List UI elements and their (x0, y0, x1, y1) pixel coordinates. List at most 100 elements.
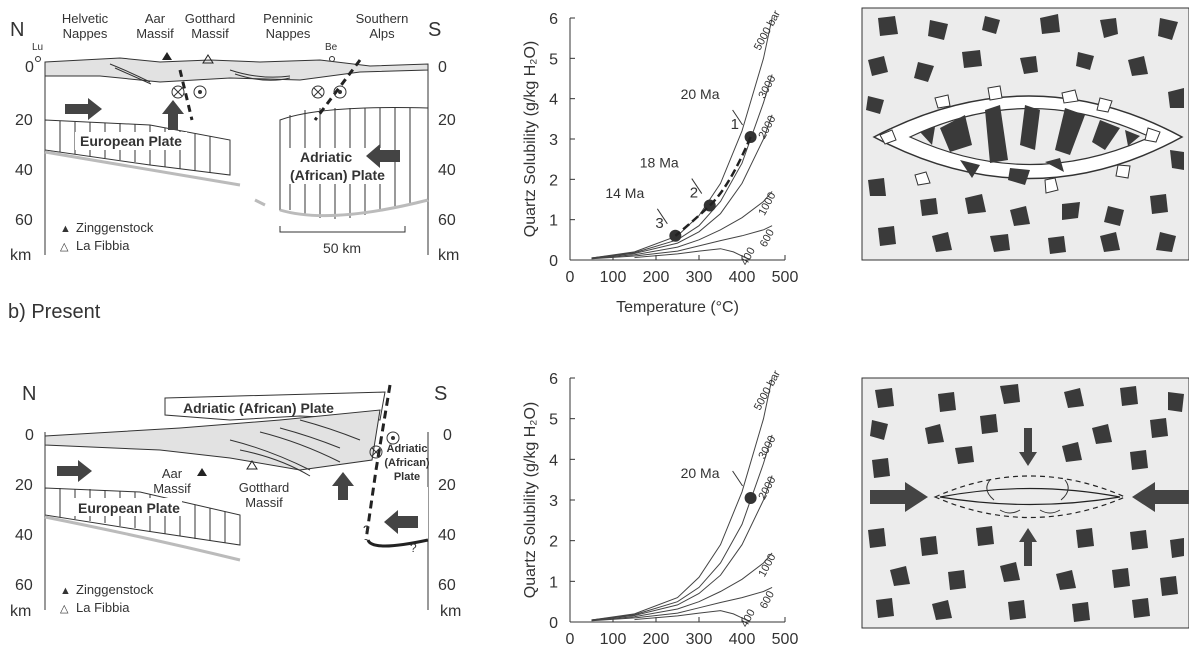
legend-label: La Fibbia (76, 600, 130, 615)
european-plate-label: European Plate (80, 133, 182, 149)
isobar-line (591, 17, 773, 259)
matrix-grains (866, 14, 1184, 254)
vein-box-a (861, 7, 1189, 261)
x-tick-label: 300 (686, 269, 713, 286)
y-tick-label: 5 (549, 51, 558, 68)
nappe-folds (109, 63, 291, 85)
depth-tick: km (440, 603, 461, 620)
matrix-grains (868, 384, 1184, 622)
adriatic-plate-label: (African) Plate (290, 167, 385, 183)
depth-tick: 60 (438, 212, 456, 229)
x-tick-label: 400 (729, 269, 756, 286)
legend-label: La Fibbia (76, 238, 130, 253)
unit-label: Southern (356, 11, 409, 26)
flow-arrows (986, 479, 1069, 514)
isobar-label: 400 (739, 607, 758, 629)
depth-tick: 0 (25, 59, 34, 76)
question-mark: ? (410, 541, 417, 555)
nappe-folds (229, 419, 361, 477)
fault-line (178, 69, 194, 121)
isobar-label: 2000 (756, 114, 778, 141)
arrow-compress-west (1132, 482, 1189, 512)
age-label: 18 Ma (640, 155, 679, 171)
y-tick-label: 6 (549, 11, 558, 28)
state-point-label: 2 (690, 185, 698, 202)
x-tick-label: 0 (566, 269, 575, 286)
moho-line (44, 515, 241, 562)
evolution-path (674, 136, 752, 237)
isobar-label: 3000 (756, 434, 778, 461)
x-axis-title: Temperature (°C) (616, 299, 739, 316)
legend-label: Zinggenstock (76, 582, 154, 597)
scale-bar (279, 226, 406, 233)
gotthard-label: Massif (245, 495, 283, 510)
isobar-label: 5000 bar (752, 8, 783, 52)
aar-label: Massif (153, 481, 191, 496)
age-leader (732, 109, 744, 126)
depth-tick: km (10, 247, 31, 264)
depth-tick: 20 (438, 477, 456, 494)
age-label: 20 Ma (681, 465, 720, 481)
unit-label: Massif (136, 26, 174, 41)
vein-closed (939, 487, 1121, 506)
isobar-label: 400 (739, 246, 758, 268)
x-tick-label: 100 (600, 269, 627, 286)
y-tick-label: 4 (549, 92, 558, 109)
adriatic-side-label: Adriatic (387, 443, 428, 455)
north-label: N (10, 19, 24, 41)
arrow-east (57, 460, 92, 482)
arrow-up (162, 100, 184, 130)
depth-tick: 20 (15, 477, 33, 494)
isobar-line (591, 74, 773, 259)
y-tick-label: 1 (549, 213, 558, 230)
european-plate-label: European Plate (78, 500, 180, 516)
arrow-compress-up (1019, 528, 1037, 566)
isobar-line (591, 191, 773, 259)
arrow-up (332, 472, 354, 500)
state-point (744, 491, 757, 504)
adriatic-plate-top-label: Adriatic (African) Plate (183, 400, 334, 416)
upper-crust (44, 409, 381, 471)
south-label: S (428, 19, 441, 41)
age-label: 20 Ma (681, 86, 720, 102)
state-point-label: 3 (655, 215, 663, 232)
y-tick-label: 2 (549, 172, 558, 189)
arrow-east (65, 98, 102, 120)
la-fibbia-marker (246, 460, 258, 470)
slab-base (366, 538, 429, 548)
depth-tick: km (438, 247, 459, 264)
depth-tick: 60 (15, 212, 33, 229)
x-tick-label: 400 (729, 631, 756, 648)
adriatic-side-label: Plate (394, 471, 420, 483)
town-label: Be (325, 42, 338, 53)
unit-label: Nappes (63, 26, 108, 41)
upper-crust (44, 57, 429, 83)
depth-tick: 20 (438, 112, 456, 129)
isobar-label: 1000 (756, 552, 778, 579)
adriatic-side-label: (African) (384, 457, 430, 469)
isobar-line (591, 475, 773, 621)
section-b: N S 0 20 40 60 km 0 20 40 60 km Adriatic… (10, 383, 461, 620)
unit-label: Nappes (266, 26, 311, 41)
depth-tick: km (10, 603, 31, 620)
arrow-compress-east (870, 482, 928, 512)
zinggenstock-marker (162, 52, 172, 60)
moho-line (44, 150, 266, 207)
isobar-line (591, 225, 773, 260)
european-plate-label-bg (70, 498, 182, 516)
x-tick-label: 0 (566, 631, 575, 648)
fault-line (364, 384, 392, 541)
age-leader (656, 208, 668, 225)
isobar-line (591, 586, 773, 622)
depth-tick: 40 (15, 162, 33, 179)
motion-symbols (171, 85, 347, 99)
y-tick-label: 2 (549, 534, 558, 551)
y-tick-label: 0 (549, 253, 558, 270)
chart-solubility-b: 0 1 2 3 4 5 6 0 100 200 300 400 500 Quartz Solubility… (522, 368, 798, 648)
legend-label: Zinggenstock (76, 220, 154, 235)
depth-tick: 60 (15, 577, 33, 594)
town-label: Lu (32, 42, 43, 53)
unit-label: Aar (145, 11, 166, 26)
motion-symbols (369, 431, 400, 459)
